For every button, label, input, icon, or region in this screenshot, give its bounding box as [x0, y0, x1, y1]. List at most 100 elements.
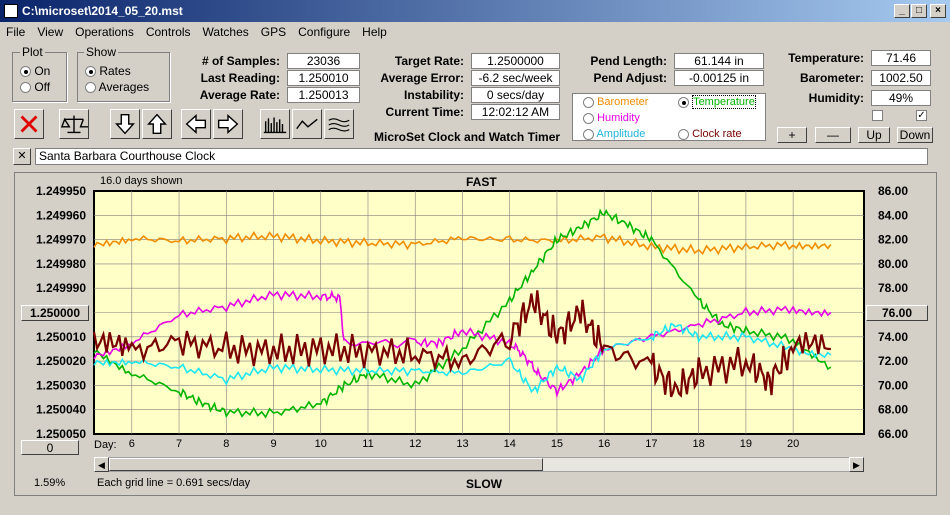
temp-center-button[interactable]: 76.00	[866, 305, 928, 321]
y-right-tick-label: 78.00	[878, 281, 908, 295]
rate-up-button[interactable]	[142, 109, 172, 139]
sensor-temperature-label: Temperature	[692, 95, 756, 109]
clock-name-input[interactable]: Santa Barbara Courthouse Clock	[35, 148, 928, 165]
y-right-tick-label: 66.00	[878, 427, 908, 441]
y-left-tick-label: 1.250030	[36, 378, 86, 392]
balance-button[interactable]	[59, 109, 89, 139]
arrow-right-icon	[217, 114, 239, 134]
y-right-tick-label: 80.00	[878, 257, 908, 271]
show-rates-radio[interactable]: Rates	[85, 64, 131, 78]
arrow-left-icon	[185, 114, 207, 134]
y-right-tick-label: 74.00	[878, 330, 908, 344]
average-error-value: -6.2 sec/week	[471, 70, 560, 86]
sensor-checkbox-2[interactable]: ✓	[916, 110, 927, 121]
samples-label: # of Samples:	[201, 54, 280, 68]
sensor-clockrate-radio[interactable]: Clock rate	[678, 128, 742, 140]
title-bar: C:\microset\2014_05_20.mst	[0, 0, 950, 22]
day-axis-label: Day:	[94, 439, 117, 451]
bar-graph-icon	[263, 117, 287, 134]
close-icon[interactable]: ×	[930, 4, 946, 18]
app-caption: MicroSet Clock and Watch Timer	[374, 130, 561, 144]
sensor-humidity-radio[interactable]: Humidity	[583, 112, 640, 124]
menu-bar: File View Operations Controls Watches GPS Conf…	[0, 22, 950, 42]
menu-operations[interactable]: Operations	[75, 25, 134, 39]
smooth-graph-button[interactable]	[324, 109, 354, 139]
scroll-left-button[interactable]	[181, 109, 211, 139]
sensor-humidity-dot	[583, 112, 594, 124]
x-tick-label: 20	[787, 438, 799, 450]
bar-graph-button[interactable]	[260, 109, 290, 139]
line-graph-button[interactable]	[292, 109, 322, 139]
sensor-amplitude-label: Amplitude	[596, 128, 646, 140]
line-graph-icon	[296, 118, 318, 130]
sensor-up-button[interactable]: Up	[858, 127, 890, 143]
x-tick-label: 12	[409, 438, 421, 450]
y-left-tick-label: 1.249960	[36, 208, 86, 222]
average-rate-label: Average Rate:	[199, 88, 280, 102]
sensor-humidity-label: Humidity	[597, 112, 640, 124]
x-tick-label: 10	[315, 438, 327, 450]
y-right-tick-label: 86.00	[878, 184, 908, 198]
menu-file[interactable]: File	[6, 25, 26, 39]
scroll-right-button[interactable]	[213, 109, 243, 139]
sensor-amplitude-radio[interactable]: Amplitude	[583, 128, 645, 140]
zero-button[interactable]: 0	[21, 440, 79, 455]
menu-view[interactable]: View	[37, 25, 64, 39]
samples-value: 23036	[287, 53, 360, 69]
stop-button[interactable]	[14, 109, 44, 139]
rate-down-button[interactable]	[110, 109, 140, 139]
pend-length-label: Pend Length:	[590, 54, 667, 68]
humidity-value: 49%	[871, 90, 931, 106]
show-group	[77, 52, 170, 102]
x-tick-label: 7	[176, 438, 182, 450]
x-tick-label: 13	[456, 438, 468, 450]
y-right-tick-label: 82.00	[878, 233, 908, 247]
plot-off-radio[interactable]: Off	[20, 80, 50, 94]
temperature-label: Temperature:	[788, 51, 864, 65]
barometer-label: Barometer:	[799, 71, 864, 85]
current-time-value: 12:02:12 AM	[471, 104, 560, 120]
plot-group-title: Plot	[20, 45, 45, 59]
menu-watches[interactable]: Watches	[202, 25, 249, 39]
sensor-temperature-radio[interactable]: Temperature	[678, 95, 756, 109]
series-barometer-line	[93, 231, 832, 256]
plot-frame	[14, 172, 937, 496]
menu-configure[interactable]: Configure	[298, 25, 351, 39]
scroll-thumb[interactable]	[109, 458, 543, 471]
plot-on-radio[interactable]: On	[20, 64, 50, 78]
averages-dot	[85, 82, 96, 94]
sensor-select-box	[572, 93, 766, 141]
rate-center-button[interactable]: 1.250000	[21, 305, 89, 321]
scroll-left-arrow-icon[interactable]: ◀	[94, 457, 109, 472]
minimize-icon[interactable]: _	[894, 4, 910, 18]
current-time-label: Current Time:	[385, 105, 464, 119]
sensor-clockrate-label: Clock rate	[692, 128, 742, 140]
menu-gps[interactable]: GPS	[260, 25, 287, 39]
sensor-barometer-radio[interactable]: Barometer	[583, 96, 648, 108]
series-rate-line	[92, 290, 831, 398]
menu-controls[interactable]: Controls	[145, 25, 191, 39]
maximize-icon[interactable]: □	[911, 4, 927, 18]
sensor-plus-button[interactable]: +	[777, 127, 807, 143]
y-left-tick-label: 1.250010	[36, 330, 86, 344]
clock-name-close-button[interactable]: ✕	[13, 148, 31, 165]
sensor-down-button[interactable]: Down	[897, 127, 933, 143]
show-averages-radio[interactable]: Averages	[85, 80, 149, 94]
menu-help[interactable]: Help	[362, 25, 387, 39]
x-tick-label: 18	[693, 438, 705, 450]
sensor-checkbox-1[interactable]	[872, 110, 883, 121]
scroll-right-arrow-icon[interactable]: ▶	[849, 457, 864, 472]
y-left-tick-label: 1.250040	[36, 403, 86, 417]
x-tick-label: 6	[129, 438, 135, 450]
temperature-value: 71.46	[871, 50, 931, 66]
last-reading-value: 1.250010	[287, 70, 360, 86]
sensor-clockrate-dot	[678, 128, 689, 140]
y-left-tick-label: 1.249990	[36, 281, 86, 295]
y-left-tick-label: 1.250050	[36, 427, 86, 441]
plot-on-label: On	[34, 64, 51, 78]
sensor-minus-button[interactable]: —	[815, 127, 851, 143]
y-right-tick-label: 72.00	[878, 354, 908, 368]
last-reading-label: Last Reading:	[200, 71, 280, 85]
rates-label: Rates	[99, 64, 131, 78]
